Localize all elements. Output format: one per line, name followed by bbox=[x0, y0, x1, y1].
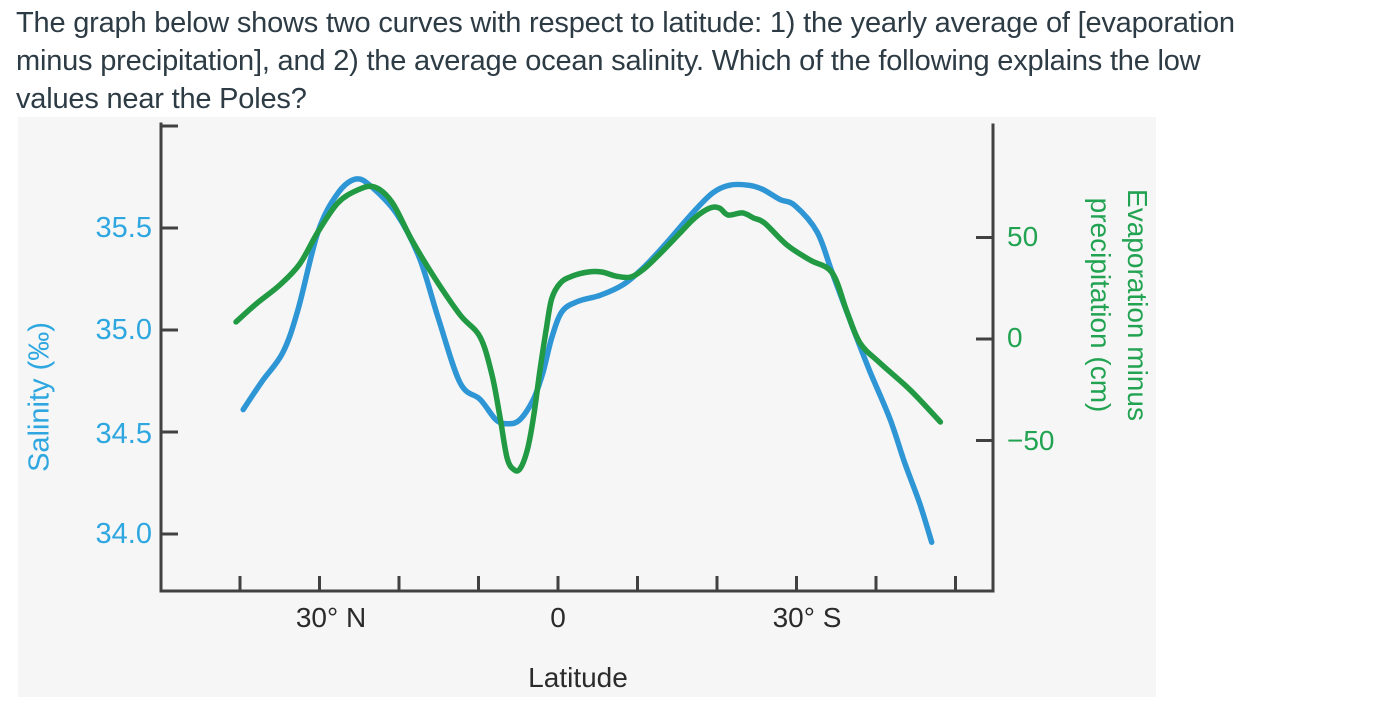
left-axis-title: Salinity (‰) bbox=[23, 322, 56, 472]
right-axis-title: Evaporation minus precipitation (cm) bbox=[1082, 189, 1156, 421]
right-tick-50: 50 bbox=[1007, 221, 1039, 252]
x-tick-30s: 30° S bbox=[772, 602, 842, 633]
question-line-1: The graph below shows two curves with re… bbox=[16, 7, 1235, 39]
right-axis-title-line-2: precipitation (cm) bbox=[1085, 197, 1116, 413]
x-axis-title: Latitude bbox=[528, 662, 628, 693]
x-tick-0: 0 bbox=[550, 602, 566, 633]
question-line-3: values near the Poles? bbox=[16, 83, 307, 115]
left-tick-34-0: 34.0 bbox=[95, 518, 152, 550]
x-tick-30n: 30° N bbox=[295, 602, 367, 633]
left-tick-34-5: 34.5 bbox=[95, 418, 152, 450]
axis-frame bbox=[159, 122, 995, 593]
axis-ticks bbox=[161, 124, 993, 591]
left-tick-35-0: 35.0 bbox=[95, 314, 152, 346]
left-tick-35-5: 35.5 bbox=[95, 212, 152, 244]
salinity-curve bbox=[240, 176, 935, 545]
question-line-2: minus precipitation], and 2) the average… bbox=[16, 45, 1201, 77]
emp-curve bbox=[233, 183, 944, 474]
right-tick-neg-50: −50 bbox=[1007, 425, 1055, 456]
right-tick-0: 0 bbox=[1007, 322, 1023, 353]
right-axis-title-line-1: Evaporation minus bbox=[1122, 189, 1153, 421]
question-text: The graph below shows two curves with re… bbox=[16, 4, 1235, 118]
chart-panel bbox=[18, 117, 1156, 697]
